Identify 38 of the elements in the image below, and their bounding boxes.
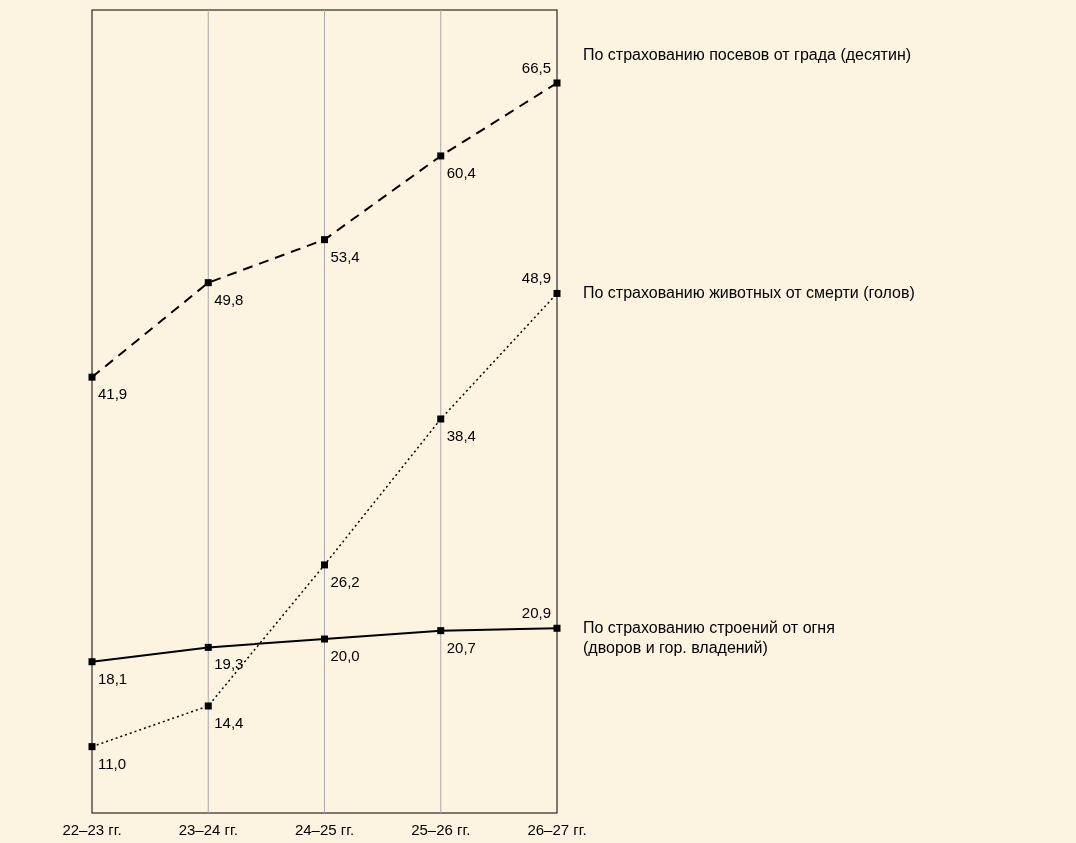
point: [204, 702, 212, 710]
data-label: 20,9: [521, 604, 551, 622]
data-label: 48,9: [521, 269, 551, 287]
x-tick-label: 22–23 гг.: [62, 821, 122, 838]
point: [88, 658, 96, 666]
point: [88, 743, 96, 751]
point: [437, 415, 445, 423]
data-label: 66,5: [521, 59, 551, 76]
point: [437, 152, 445, 160]
data-label: 18,1: [98, 669, 128, 687]
x-tick-label: 24–25 гг.: [294, 821, 355, 838]
x-tick-label: 23–24 гг.: [178, 821, 238, 838]
point: [321, 561, 328, 569]
data-label: 60,4: [446, 163, 476, 181]
point: [204, 279, 212, 287]
data-label: 20,7: [446, 638, 476, 656]
x-tick-label: 25–26 гг.: [411, 821, 471, 838]
data-label: 20,0: [330, 647, 360, 665]
data-label: 53,4: [330, 247, 360, 265]
point: [321, 635, 328, 643]
data-label: 11,0: [98, 754, 127, 772]
point: [553, 624, 561, 632]
point: [204, 643, 212, 651]
data-label: 19,3: [214, 655, 244, 673]
data-label: 26,2: [330, 572, 360, 590]
point: [553, 289, 561, 297]
point: [321, 236, 328, 244]
data-label: 41,9: [98, 385, 128, 403]
point: [437, 627, 445, 635]
point: [553, 79, 561, 87]
series-label: По страхованию строений от огня (дворов и гор. владений): [583, 619, 835, 657]
x-tick-label: 26–27 гг.: [527, 821, 587, 838]
data-label: 38,4: [446, 427, 476, 444]
data-label: 14,4: [214, 713, 244, 731]
series-label: По страхованию животных от смерти (голов): [583, 284, 915, 302]
series-label: По страхованию посевов от града (десятин): [583, 46, 912, 63]
data-label: 49,8: [214, 290, 244, 308]
point: [88, 373, 96, 381]
